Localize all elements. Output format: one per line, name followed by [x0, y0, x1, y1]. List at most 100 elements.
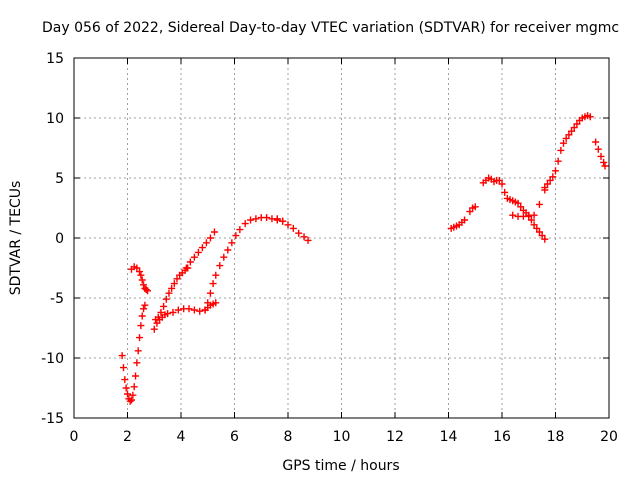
data-point [247, 216, 255, 224]
data-point [224, 246, 232, 254]
data-point [541, 235, 549, 243]
data-point [182, 264, 190, 272]
data-point [162, 295, 170, 303]
data-point [129, 391, 137, 399]
series-arc-4 [152, 264, 192, 324]
data-point [570, 124, 578, 132]
data-point [289, 224, 297, 232]
y-tick-label: 15 [46, 51, 64, 67]
data-point [565, 131, 573, 139]
data-point [586, 113, 594, 121]
data-point [138, 312, 146, 320]
x-tick-label: 12 [386, 429, 404, 445]
grid [74, 58, 609, 418]
data-point [126, 397, 134, 405]
data-point [137, 271, 145, 279]
data-point [279, 217, 287, 225]
data-point [527, 216, 535, 224]
data-point [541, 184, 549, 192]
data-point [295, 229, 303, 237]
y-tick-label: 5 [55, 171, 64, 187]
data-point [300, 233, 308, 241]
x-tick-label: 2 [123, 429, 132, 445]
data-point [194, 248, 202, 256]
x-tick-label: 14 [440, 429, 458, 445]
data-point [594, 145, 602, 153]
data-point [601, 162, 609, 170]
data-point [136, 334, 144, 342]
data-point [535, 200, 543, 208]
data-point [560, 139, 568, 147]
data-point [133, 264, 141, 272]
data-point [190, 306, 198, 314]
data-point [252, 215, 260, 223]
data-point [140, 281, 148, 289]
data-point [241, 220, 249, 228]
data-point [186, 258, 194, 266]
data-point [533, 224, 541, 232]
data-point [122, 384, 130, 392]
data-point [132, 372, 140, 380]
y-tick-label: 0 [55, 231, 64, 247]
data-point [173, 275, 181, 283]
data-point [530, 221, 538, 229]
data-point [549, 173, 557, 181]
x-tick-label: 6 [230, 429, 239, 445]
data-point [165, 289, 173, 297]
x-tick-label: 10 [333, 429, 351, 445]
data-point [119, 364, 127, 372]
data-point [134, 347, 142, 355]
data-point [495, 176, 503, 184]
x-tick-label: 0 [70, 429, 79, 445]
data-point [164, 310, 172, 318]
y-tick-label: -15 [41, 411, 64, 427]
data-points [118, 112, 609, 405]
data-point [174, 306, 182, 314]
data-point [498, 180, 506, 188]
data-point [170, 280, 178, 288]
data-point [137, 322, 145, 330]
data-point [212, 271, 220, 279]
series-arc-10 [509, 186, 549, 220]
data-point [228, 239, 236, 247]
data-point [196, 307, 204, 315]
data-point [142, 286, 150, 294]
data-point [573, 120, 581, 128]
series-arc-12 [592, 138, 609, 170]
data-point [535, 228, 543, 236]
data-point [517, 203, 525, 211]
data-point [206, 289, 214, 297]
data-point [210, 228, 218, 236]
data-point [554, 157, 562, 165]
data-point [471, 203, 479, 211]
series-arc-8 [447, 203, 479, 232]
x-axis-label: GPS time / hours [282, 458, 399, 474]
data-point [597, 152, 605, 160]
data-point [273, 215, 281, 223]
series-arc-5 [182, 228, 218, 272]
data-point [530, 211, 538, 219]
data-point [546, 176, 554, 184]
data-point [538, 232, 546, 240]
series-arc-3 [150, 299, 220, 333]
data-point [128, 396, 136, 404]
data-point [263, 214, 271, 222]
data-point [568, 127, 576, 135]
x-tick-label: 8 [284, 429, 293, 445]
x-tick-label: 20 [600, 429, 618, 445]
data-point [121, 376, 129, 384]
series-arc-6 [201, 214, 287, 314]
data-point [124, 390, 131, 398]
data-point [136, 268, 144, 276]
data-point [185, 305, 193, 313]
data-point [206, 234, 214, 242]
data-point [284, 221, 292, 229]
data-point [209, 280, 217, 288]
y-tick-label: -10 [41, 351, 64, 367]
series-arc-11 [541, 112, 594, 192]
data-point [140, 305, 148, 313]
series-arc-2 [128, 263, 152, 295]
data-point [509, 211, 517, 219]
